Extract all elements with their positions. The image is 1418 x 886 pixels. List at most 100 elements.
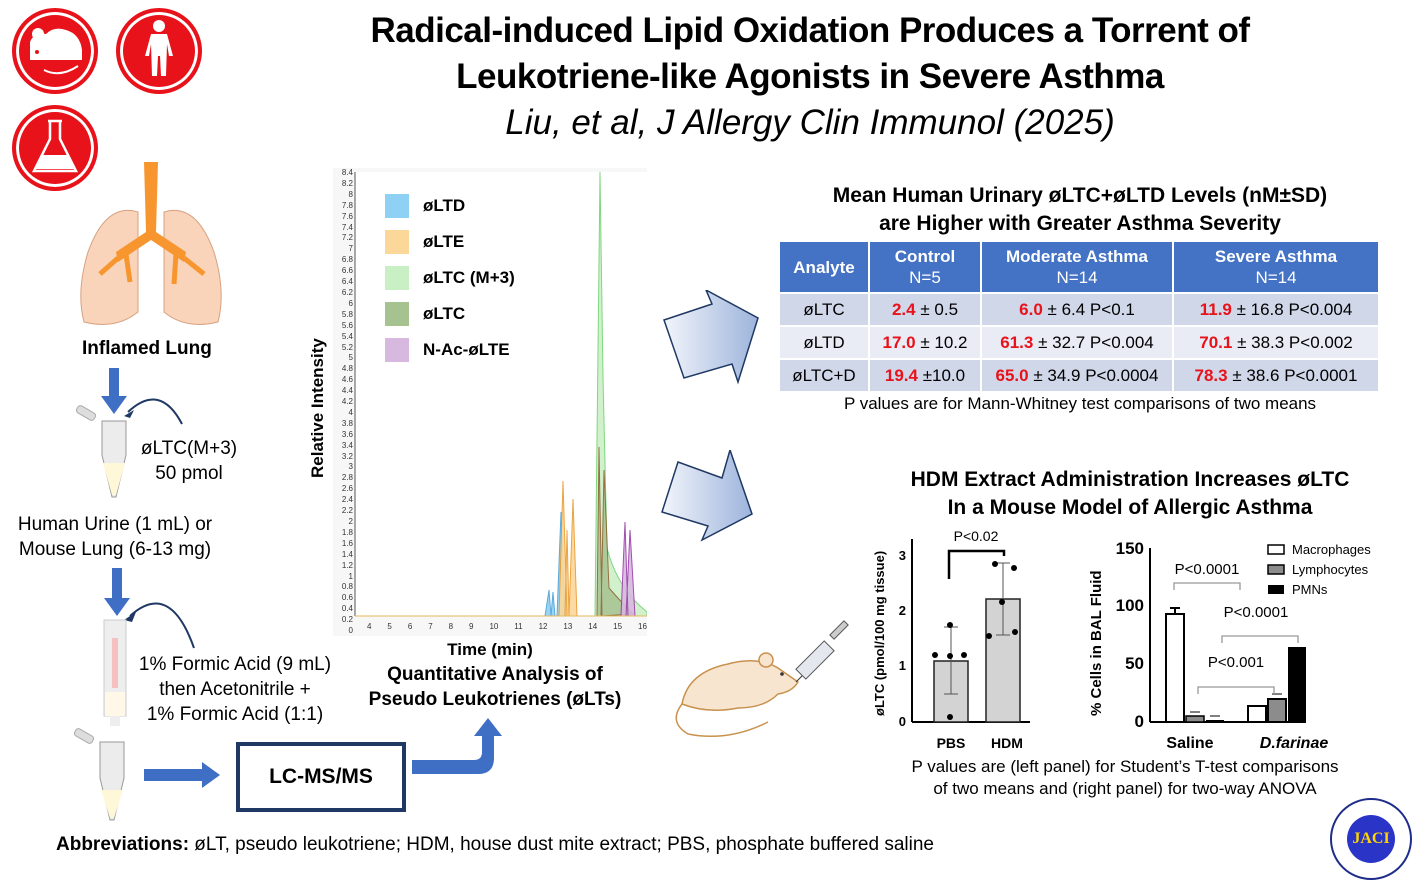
mouse-panel-note: P values are (left panel) for Student’s … [860,756,1390,800]
spike-line-2: 50 pmol [155,463,223,484]
mean-value: 65.0 [995,365,1029,385]
flask-icon [12,105,98,191]
sd-value: ± 38.3 P<0.002 [1232,332,1353,352]
chromatogram-caption: Quantitative Analysis of Pseudo Leukotri… [330,662,660,712]
mouse-panel-title: HDM Extract Administration Increases øLT… [860,466,1400,522]
down-arrow-icon [101,368,127,414]
sd-value: ± 32.7 P<0.004 [1033,332,1154,352]
mean-value: 78.3 [1194,365,1228,385]
value-cell: 78.3 ± 38.6 P<0.0001 [1174,360,1378,391]
tube-icon [73,728,125,821]
mouse-syringe-illustration [675,620,849,738]
svg-text:P<0.02: P<0.02 [954,528,999,544]
page-title: Radical-induced Lipid Oxidation Produces… [230,8,1390,100]
caption-line-1: Quantitative Analysis of [387,664,603,685]
header-analyte: Analyte [780,242,868,292]
value-cell: 70.1 ± 38.3 P<0.002 [1174,327,1378,358]
legend-label: øLTC [423,304,466,323]
legend-label: øLTE [423,232,465,251]
elution-line-3: 1% Formic Acid (1:1) [146,704,324,725]
svg-text:Saline: Saline [1166,735,1213,752]
mean-value: 6.0 [1019,299,1043,319]
mean-value: 11.9 [1199,299,1232,319]
value-cell: 19.4 ±10.0 [870,360,980,391]
legend-label: øLTC (M+3) [423,268,515,287]
value-cell: 11.9 ± 16.8 P<0.004 [1174,294,1378,325]
mean-value: 17.0 [882,332,916,352]
svg-text:P<0.0001: P<0.0001 [1224,604,1289,621]
x-ticks: 4 5 6 7 8 9 10 11 12 13 14 15 16 [367,622,647,631]
legend-item: N-Ac-øLTE [385,332,515,368]
inflamed-lung-label: Inflamed Lung [82,338,212,359]
urine-table-note: P values are for Mann-Whitney test compa… [843,394,1317,413]
legend-label: N-Ac-øLTE [423,340,510,359]
spike-line-1: øLTC(M+3) [140,438,238,459]
sd-value: ±10.0 [917,365,966,385]
chromatogram-ylabel: Relative Intensity [308,338,327,478]
svg-text:50: 50 [1125,654,1144,673]
value-cell: 17.0 ± 10.2 [870,327,980,358]
big-arrow-icon [661,450,753,542]
svg-text:P<0.001: P<0.001 [1208,654,1264,671]
pbs-hdm-chart: 0 1 2 3 P<0.02 PBS HDM [899,528,1030,751]
sd-value: ± 34.9 P<0.0004 [1028,365,1159,385]
sd-value: ± 0.5 [915,299,959,319]
sample-line-2: Mouse Lung (6-13 mg) [18,539,212,560]
y-ticks: 8.4 8.2 8 7.8 7.6 7.4 7.2 7 6.8 6.6 6.4 6.2 6 5.8 5.6 5… [341,168,353,636]
urine-title-line-1: Mean Human Urinary øLTC+øLTD Levels (nM±… [832,184,1328,207]
chromatogram-ylabel-wrap: Relative Intensity [304,326,334,486]
value-cell: 65.0 ± 34.9 P<0.0004 [982,360,1172,391]
svg-text:D.farinae: D.farinae [1260,735,1329,752]
mean-value: 61.3 [1000,332,1034,352]
bal-ylabel-wrap: % Cells in BAL Fluid [1086,540,1108,720]
svg-text:150: 150 [1116,539,1144,558]
ltc-ylabel: øLTC (pmol/100 mg tissue) [872,550,887,716]
mouse-title-line-1: HDM Extract Administration Increases øLT… [910,468,1350,491]
svg-text:HDM: HDM [991,735,1023,751]
svg-text:1: 1 [899,658,906,673]
bal-chart: 0 50 100 150 P<0.0001 P<0.0001 P<0.001 Saline… [1116,539,1372,752]
abbr-label: Abbreviations: [56,834,190,855]
analyte-cell: øLTC+D [780,360,868,391]
svg-text:100: 100 [1116,596,1144,615]
header-label: Severe Asthma [1214,247,1338,266]
svg-text:P<0.0001: P<0.0001 [1175,561,1240,578]
caption-line-2: Pseudo Leukotrienes (øLTs) [368,689,622,710]
elution-line-2: then Acetonitrile + [159,679,311,700]
lcms-box: LC-MS/MS [236,742,406,812]
swatch-icon [385,302,409,326]
sd-value: ± 38.6 P<0.0001 [1227,365,1358,385]
big-arrow-icon [663,290,759,385]
header-n: N=14 [1255,268,1297,287]
elution-line-1: 1% Formic Acid (9 mL) [138,654,332,675]
analyte-cell: øLTC [780,294,868,325]
sd-value: ± 6.4 P<0.1 [1042,299,1135,319]
table-row: øLTD 17.0 ± 10.2 61.3 ± 32.7 P<0.004 70.… [780,327,1378,358]
lung-illustration [66,162,236,332]
human-icon [116,8,202,94]
header-control: Control N=5 [870,242,980,292]
analyte-cell: øLTD [780,327,868,358]
chromatogram-xlabel: Time (min) [447,640,533,659]
svg-text:PBS: PBS [937,735,966,751]
header-moderate: Moderate Asthma N=14 [982,242,1172,292]
abbreviations: Abbreviations: øLT, pseudo leukotriene; … [56,834,934,856]
spe-cartridge-icon [103,619,127,726]
header-n: N=14 [1056,268,1098,287]
svg-text:0: 0 [899,714,906,729]
svg-text:PMNs: PMNs [1292,582,1328,597]
note-line-2: of two means and (right panel) for two-w… [933,779,1317,798]
svg-text:0: 0 [1135,712,1144,731]
swatch-icon [385,230,409,254]
legend-item: øLTC (M+3) [385,260,515,296]
header-severe: Severe Asthma N=14 [1174,242,1378,292]
swatch-icon [385,338,409,362]
citation: Liu, et al, J Allergy Clin Immunol (2025… [505,103,1115,142]
table-row: øLTC 2.4 ± 0.5 6.0 ± 6.4 P<0.1 11.9 ± 16… [780,294,1378,325]
bal-ylabel: % Cells in BAL Fluid [1088,570,1105,716]
ltc-ylabel-wrap: øLTC (pmol/100 mg tissue) [868,530,890,730]
table-row: øLTC+D 19.4 ±10.0 65.0 ± 34.9 P<0.0004 7… [780,360,1378,391]
sample-label: Human Urine (1 mL) or Mouse Lung (6-13 m… [0,512,230,562]
sd-value: ± 10.2 [915,332,968,352]
mouse-title-line-2: In a Mouse Model of Allergic Asthma [947,496,1313,519]
